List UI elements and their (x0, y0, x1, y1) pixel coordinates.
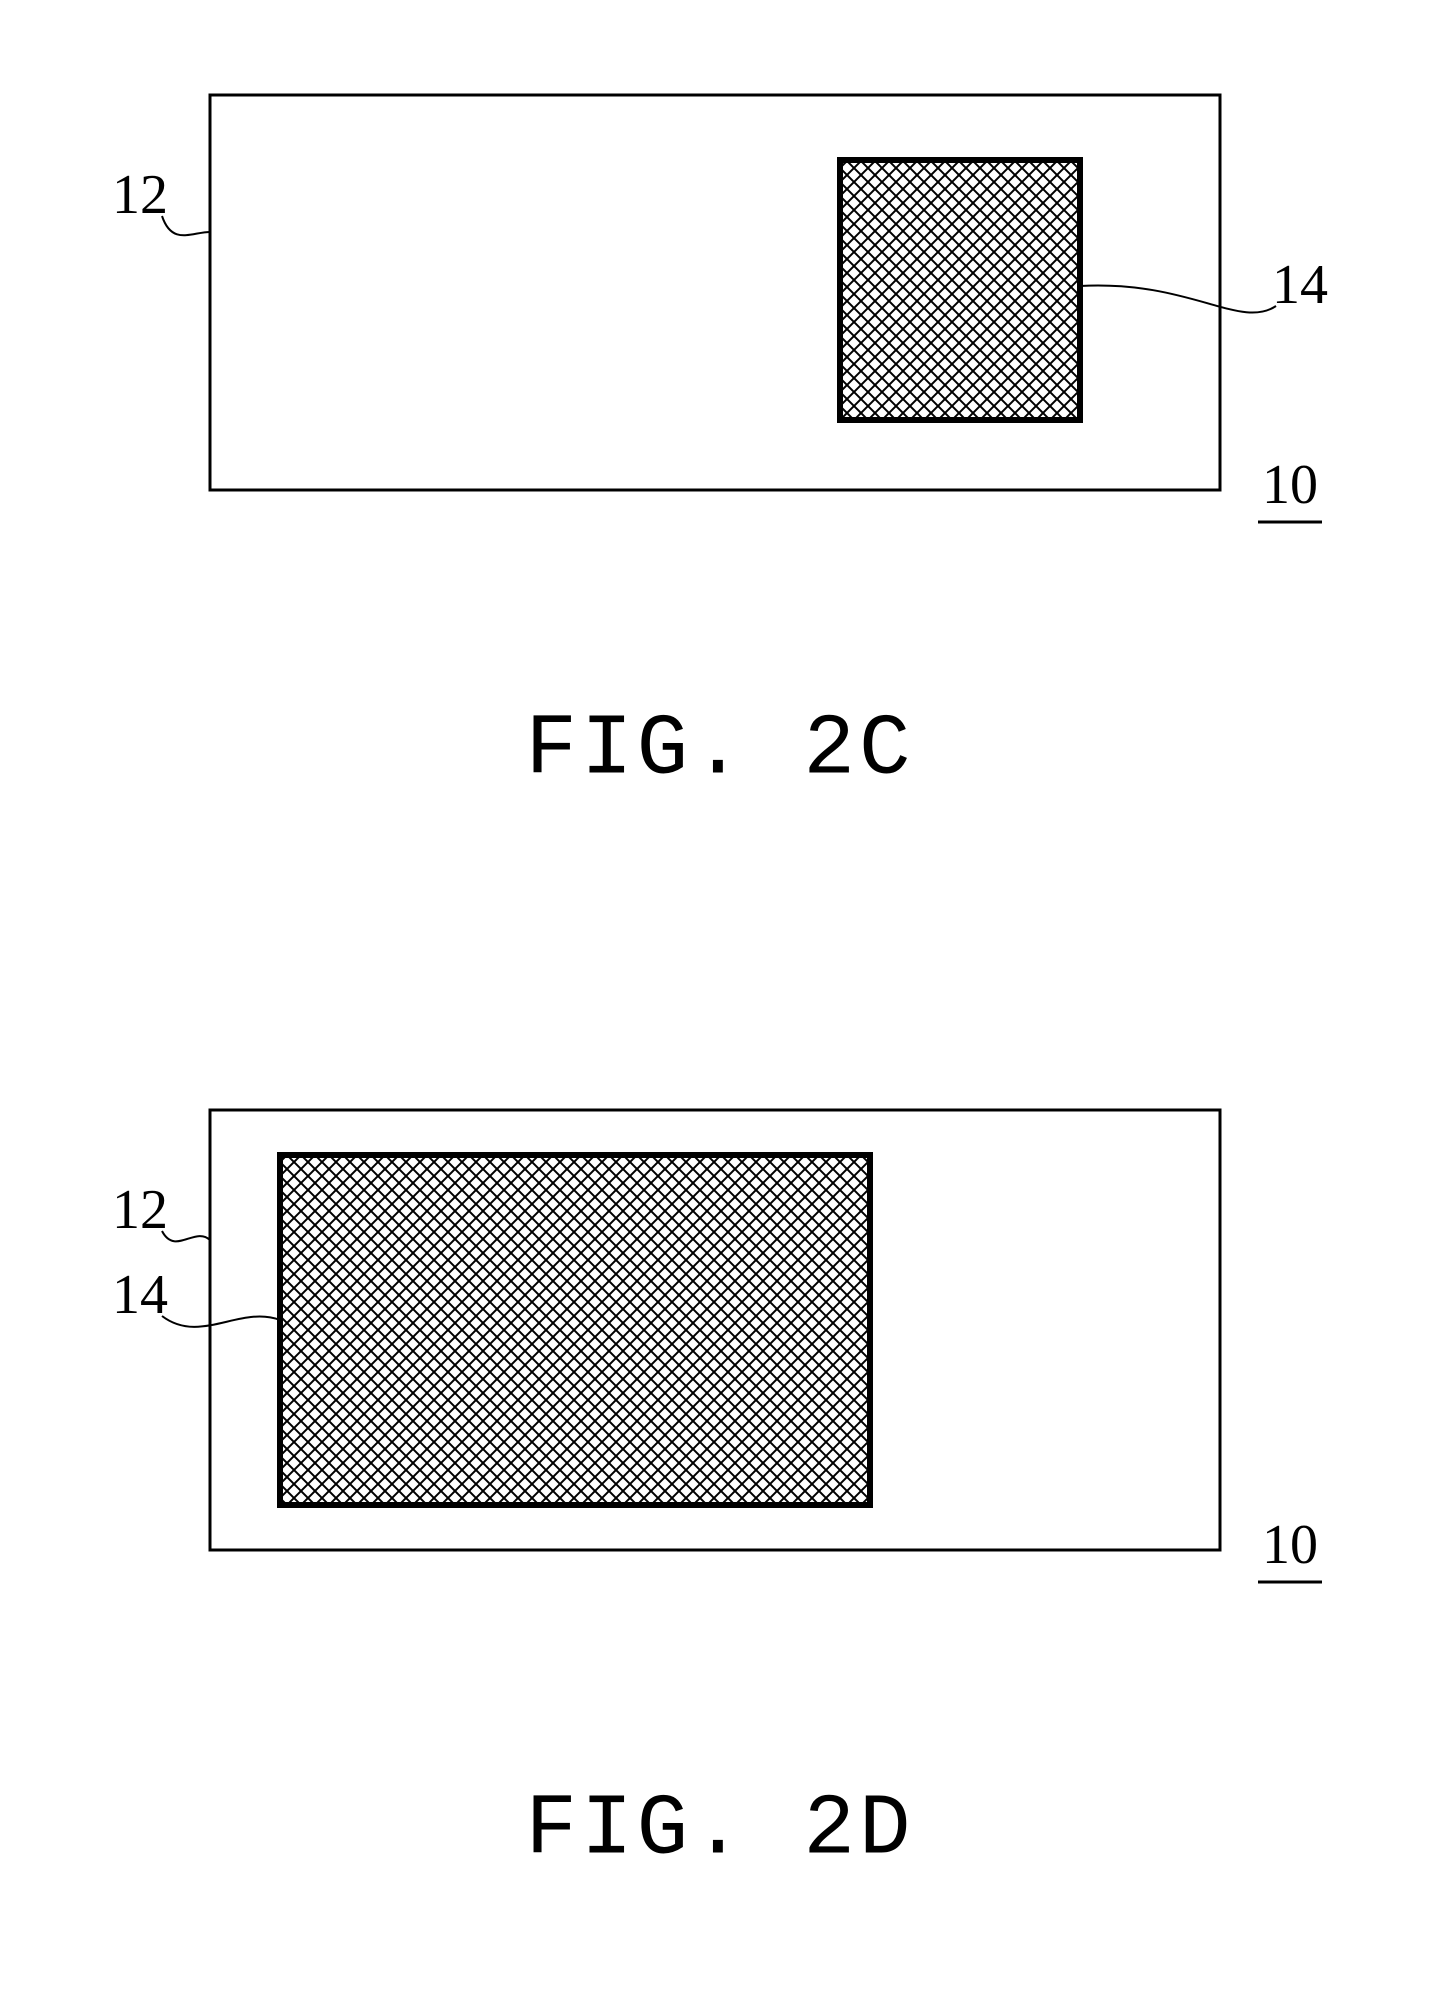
inner-hatched-rect (840, 160, 1080, 420)
figure-title: FIG. 2C (525, 701, 914, 799)
leader-line (162, 216, 210, 235)
label-10: 10 (1258, 1514, 1322, 1582)
leader-line (162, 1316, 280, 1327)
label-14: 14 (1080, 254, 1328, 316)
diagram-canvas: 12 14 10 FIG. 2C 12 14 10 FIG. 2D (0, 0, 1443, 2016)
fig2c: 12 14 10 FIG. 2C (112, 95, 1328, 799)
inner-hatched-rect (280, 1155, 870, 1505)
label-text: 10 (1262, 454, 1318, 516)
figure-title: FIG. 2D (525, 1781, 914, 1879)
leader-line (162, 1231, 210, 1241)
leader-line (1080, 285, 1276, 312)
label-12: 12 (112, 164, 210, 235)
label-14: 14 (112, 1264, 280, 1327)
label-12: 12 (112, 1179, 210, 1242)
label-10: 10 (1258, 454, 1322, 522)
fig2d: 12 14 10 FIG. 2D (112, 1110, 1322, 1879)
label-text: 14 (112, 1264, 168, 1326)
label-text: 12 (112, 164, 168, 226)
label-text: 10 (1262, 1514, 1318, 1576)
label-text: 12 (112, 1179, 168, 1241)
label-text: 14 (1272, 254, 1328, 316)
